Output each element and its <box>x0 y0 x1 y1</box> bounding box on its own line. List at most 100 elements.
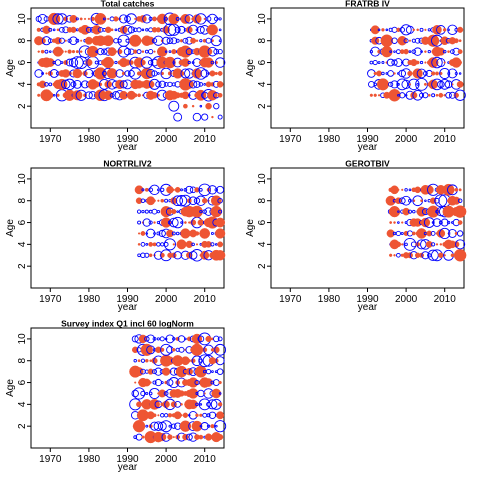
residual-bubble-negative <box>110 28 114 32</box>
residual-bubble-positive <box>408 188 412 192</box>
y-tick-label: 4 <box>17 401 28 407</box>
residual-bubble-positive <box>199 188 203 192</box>
residual-bubble-negative <box>167 434 173 440</box>
residual-bubble-positive <box>142 218 151 227</box>
residual-bubble-positive <box>156 210 160 214</box>
residual-bubble-negative <box>136 401 143 408</box>
residual-bubble-negative <box>172 348 176 352</box>
residual-bubble-negative <box>457 26 464 33</box>
residual-bubble-positive <box>145 424 149 428</box>
residual-bubble-negative <box>181 58 190 67</box>
residual-bubble-positive <box>369 49 374 54</box>
residual-bubble-positive <box>194 67 208 80</box>
residual-bubble-positive <box>198 398 211 411</box>
x-tick-label: 1990 <box>356 294 379 305</box>
residual-bubble-positive <box>160 242 165 247</box>
residual-bubble-positive <box>49 50 52 53</box>
residual-bubble-positive <box>75 38 80 43</box>
residual-bubble-positive <box>122 24 133 35</box>
residual-bubble-positive <box>218 392 222 395</box>
residual-bubble-negative <box>42 25 51 34</box>
residual-bubble-positive <box>61 79 71 90</box>
residual-bubble-negative <box>458 188 462 192</box>
residual-bubble-positive <box>160 343 173 356</box>
panel-4: GEROTBIV 1970 1980 1990 2000 2010 2 4 6 8 10 year Ag… <box>245 159 467 313</box>
residual-bubble-negative <box>79 50 83 53</box>
residual-bubble-positive <box>136 27 142 33</box>
residual-bubble-negative <box>202 347 208 353</box>
residual-bubble-positive <box>119 14 129 24</box>
residual-bubble-negative <box>153 50 156 53</box>
residual-bubble-positive <box>49 69 59 78</box>
residual-bubble-negative <box>210 195 222 207</box>
residual-bubble-negative <box>425 240 433 248</box>
residual-bubble-positive <box>439 79 451 90</box>
residual-bubble-negative <box>184 221 187 224</box>
residual-bubble-negative <box>147 368 154 375</box>
residual-bubble-positive <box>70 81 77 88</box>
residual-bubble-negative <box>110 39 114 43</box>
residual-bubble-negative <box>397 188 400 191</box>
residual-bubble-positive <box>133 359 137 363</box>
residual-bubble-negative <box>411 231 416 236</box>
residual-bubble-negative <box>389 253 393 257</box>
residual-bubble-positive <box>392 231 397 236</box>
residual-bubble-negative <box>217 402 223 407</box>
residual-bubble-positive <box>400 231 404 235</box>
residual-bubble-positive <box>153 232 156 235</box>
residual-bubble-negative <box>168 13 180 25</box>
residual-bubble-negative <box>427 93 431 97</box>
residual-bubble-negative <box>370 25 380 35</box>
residual-bubble-negative <box>191 68 203 79</box>
residual-bubble-negative <box>155 27 161 33</box>
residual-bubble-negative <box>415 60 420 65</box>
residual-bubble-negative <box>158 389 167 398</box>
residual-bubble-negative <box>205 241 212 248</box>
residual-bubble-positive <box>418 92 425 98</box>
residual-bubble-negative <box>166 186 174 194</box>
residual-bubble-positive <box>387 70 395 77</box>
residual-bubble-negative <box>457 49 463 55</box>
residual-bubble-positive <box>213 16 219 22</box>
residual-bubble-positive <box>185 48 193 56</box>
residual-bubble-negative <box>200 250 210 260</box>
residual-bubble-positive <box>217 114 223 120</box>
residual-bubble-positive <box>152 380 157 385</box>
residual-bubble-positive <box>165 334 175 344</box>
residual-bubble-positive <box>217 197 223 204</box>
x-tick-label: 2000 <box>155 454 178 465</box>
residual-bubble-positive <box>34 69 44 78</box>
residual-bubble-positive <box>206 413 211 418</box>
y-tick-label: 8 <box>257 38 268 44</box>
panel-3: NORTRLIV2 1970 1980 1990 2000 2010 2 4 6 8 10 year A… <box>5 159 226 313</box>
residual-bubble-positive <box>213 103 220 110</box>
x-tick-label: 2000 <box>155 134 178 145</box>
residual-bubble-positive <box>132 27 138 33</box>
y-tick-label: 2 <box>257 103 268 109</box>
residual-bubble-positive <box>60 61 64 64</box>
panel-title: GEROTBIV <box>345 159 390 169</box>
residual-bubble-positive <box>424 199 427 202</box>
residual-bubble-negative <box>454 187 459 192</box>
residual-bubble-negative <box>211 115 214 119</box>
residual-bubble-negative <box>198 434 204 440</box>
residual-bubble-positive <box>214 343 227 356</box>
residual-bubble-positive <box>160 413 165 418</box>
x-tick-label: 1970 <box>279 134 302 145</box>
residual-bubble-negative <box>424 61 427 64</box>
residual-bubble-positive <box>145 28 149 32</box>
residual-bubble-negative <box>432 25 442 35</box>
residual-bubble-positive <box>404 188 408 192</box>
residual-bubble-negative <box>195 243 199 246</box>
residual-bubble-positive <box>431 242 436 247</box>
residual-bubble-positive <box>137 220 142 225</box>
residual-bubble-positive <box>199 39 203 43</box>
residual-bubble-positive <box>377 28 381 32</box>
residual-bubble-positive <box>41 36 51 46</box>
residual-bubble-positive <box>381 71 385 76</box>
residual-bubble-positive <box>164 50 168 53</box>
residual-bubble-negative <box>412 68 423 79</box>
residual-bubble-negative <box>183 103 188 109</box>
residual-bubble-positive <box>168 50 172 53</box>
residual-bubble-positive <box>148 209 153 214</box>
